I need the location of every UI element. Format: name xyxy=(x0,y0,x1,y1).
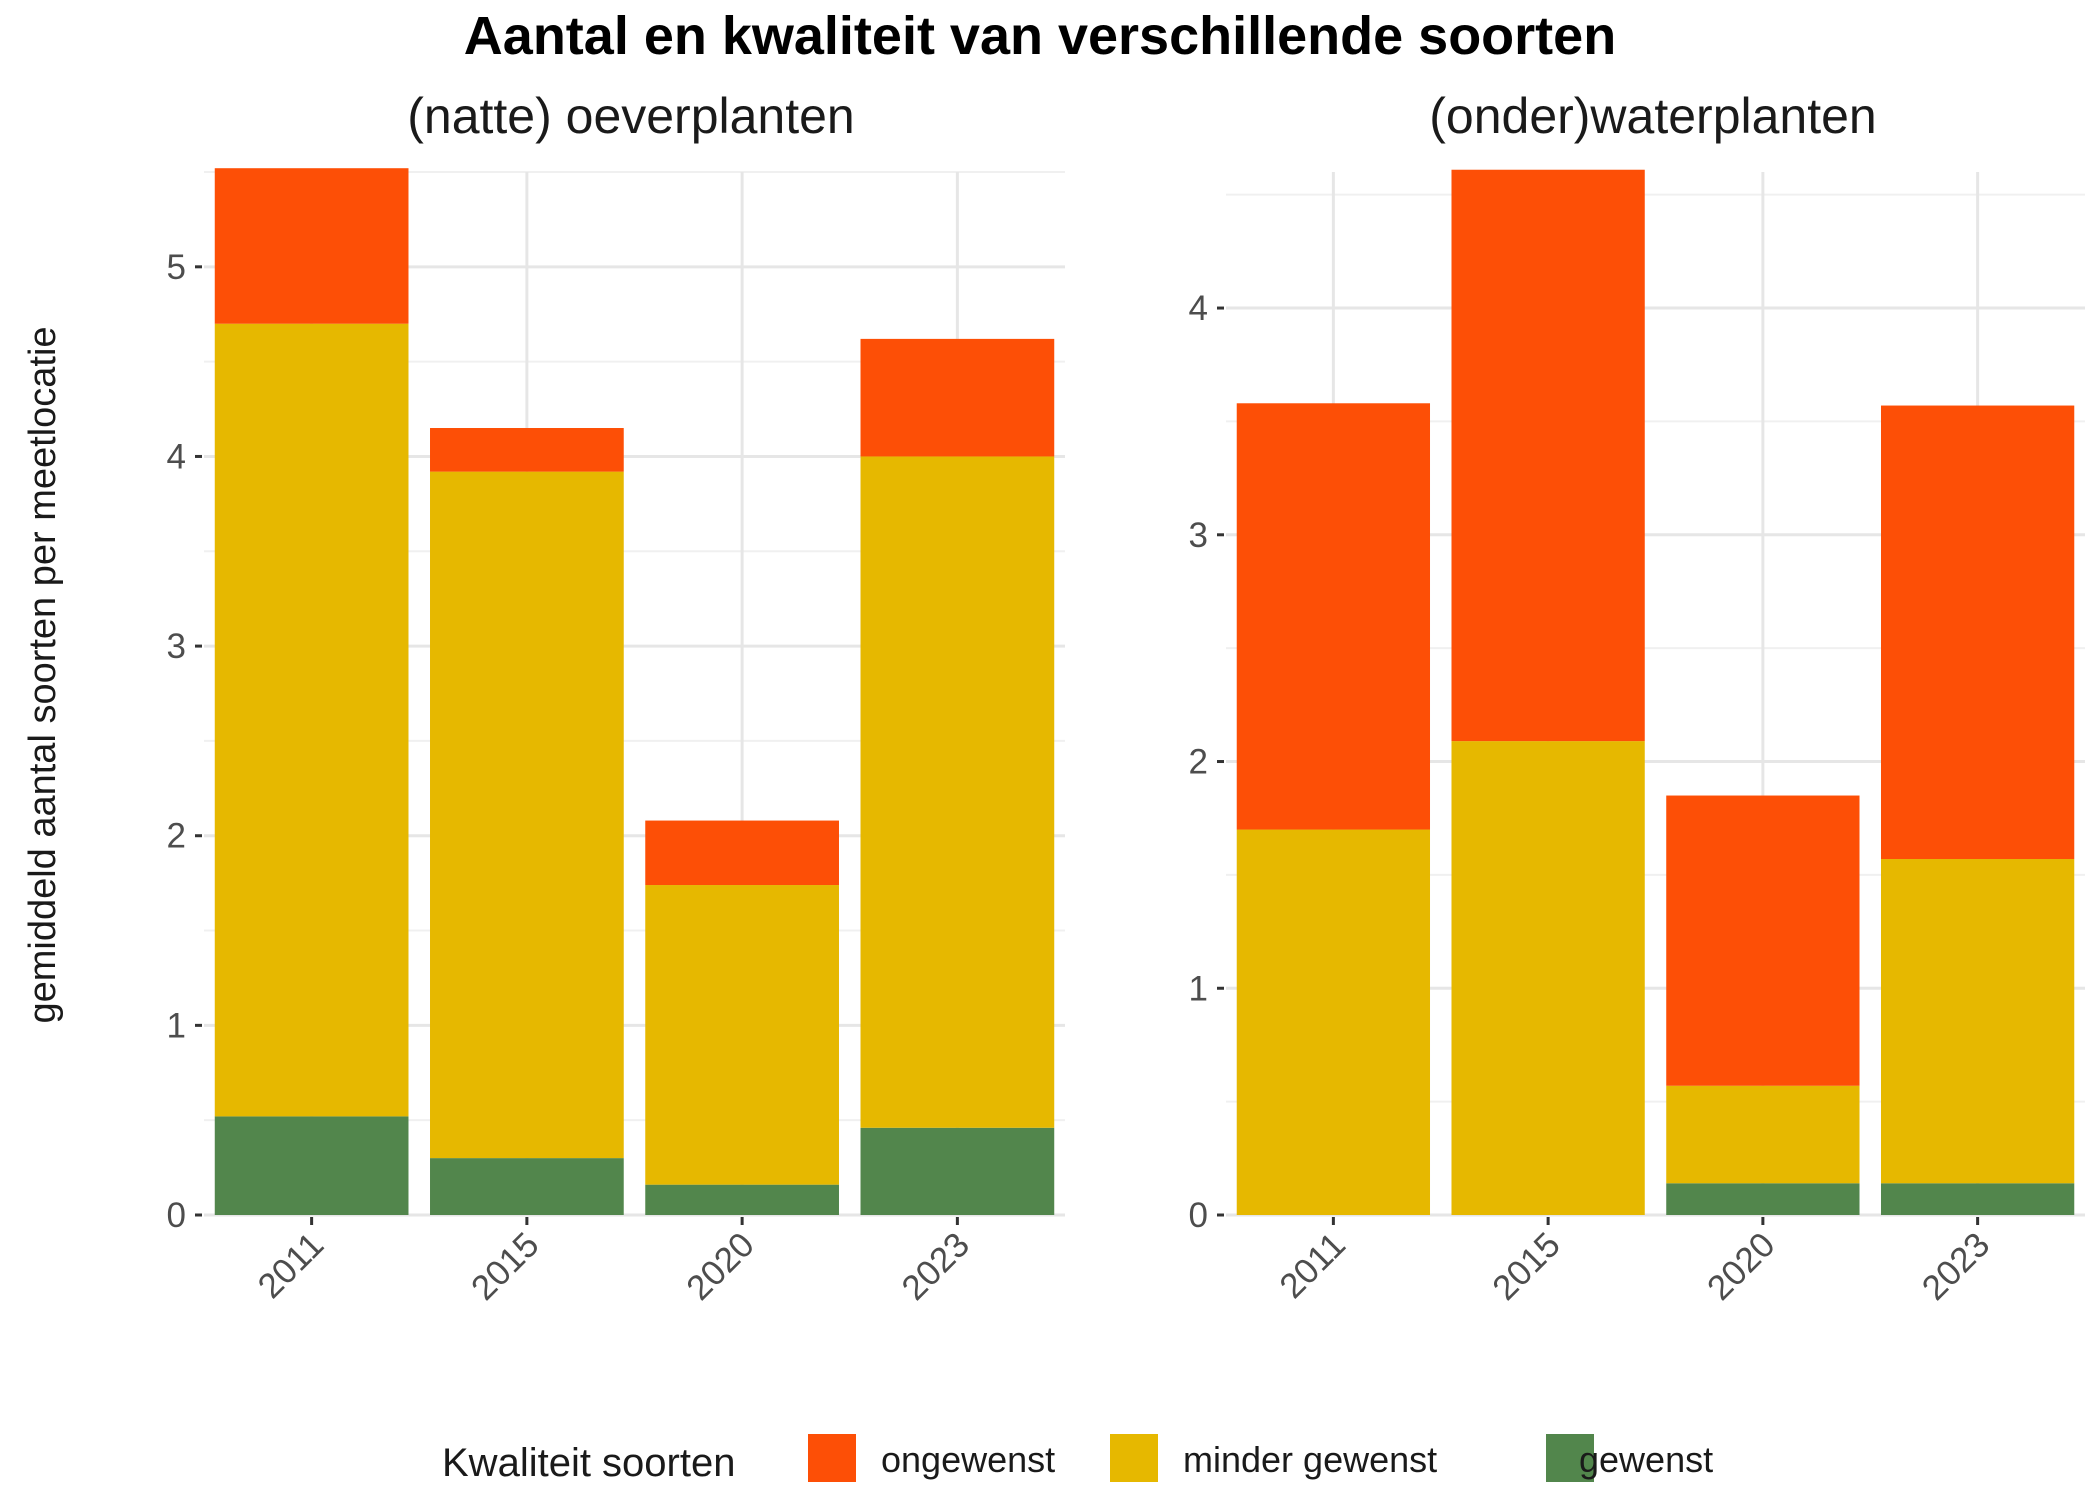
y-tick-label: 4 xyxy=(1189,289,1208,328)
legend-label: gewenst xyxy=(1579,1439,1713,1480)
bar-minder-gewenst-2023 xyxy=(860,456,1055,1128)
legend-key-gewenst xyxy=(1546,1434,1594,1482)
y-tick-label: 1 xyxy=(167,1006,186,1045)
y-axis-label: gemiddeld aantal soorten per meetlocatie xyxy=(22,326,64,1023)
bar-minder-gewenst-2023 xyxy=(1880,859,2075,1184)
legend-key-ongewenst xyxy=(808,1434,856,1482)
x-tick-label: 2011 xyxy=(250,1225,331,1306)
bar-ongewenst-2023 xyxy=(860,338,1055,457)
bar-ongewenst-2020 xyxy=(1666,795,1860,1086)
bar-gewenst-2011 xyxy=(214,1116,409,1215)
bar-gewenst-2015 xyxy=(430,1158,624,1215)
bar-minder-gewenst-2015 xyxy=(1451,741,1645,1215)
panel-left: (natte) oeverplanten 0 1 2 3 4 5 2011 2015 2020 2… xyxy=(167,88,1065,1308)
bar-minder-gewenst-2020 xyxy=(645,885,839,1185)
y-tick-label: 0 xyxy=(1189,1196,1208,1235)
x-tick-label: 2020 xyxy=(1700,1225,1783,1308)
bar-minder-gewenst-2011 xyxy=(1236,829,1431,1215)
bar-ongewenst-2015 xyxy=(1451,169,1645,742)
panel-right: (onder)waterplanten 0 1 2 3 4 2011 2015 2020 202… xyxy=(1189,88,2085,1308)
legend-title: Kwaliteit soorten xyxy=(442,1441,735,1485)
y-tick-label: 3 xyxy=(167,627,186,666)
y-tick-label: 1 xyxy=(1189,969,1208,1008)
bar-ongewenst-2020 xyxy=(645,820,839,886)
x-tick-label: 2023 xyxy=(894,1225,977,1308)
x-tick-label: 2020 xyxy=(679,1225,762,1308)
chart-title: Aantal en kwaliteit van verschillende so… xyxy=(464,6,1616,66)
y-tick-label: 0 xyxy=(167,1196,186,1235)
x-tick-label: 2023 xyxy=(1915,1225,1998,1308)
bar-ongewenst-2023 xyxy=(1880,405,2075,860)
x-tick-label: 2015 xyxy=(464,1225,547,1308)
bar-ongewenst-2015 xyxy=(430,428,624,472)
y-tick-label: 4 xyxy=(167,437,186,476)
y-tick-label: 2 xyxy=(1189,743,1208,782)
bar-gewenst-2023 xyxy=(1880,1183,2075,1215)
bar-ongewenst-2011 xyxy=(1236,403,1431,830)
x-tick-label: 2015 xyxy=(1485,1225,1568,1308)
bar-minder-gewenst-2020 xyxy=(1666,1085,1860,1184)
bar-ongewenst-2011 xyxy=(214,168,409,324)
panel-title-left: (natte) oeverplanten xyxy=(407,88,855,144)
bar-minder-gewenst-2011 xyxy=(214,323,409,1117)
y-tick-label: 5 xyxy=(167,248,186,287)
bar-minder-gewenst-2015 xyxy=(430,471,624,1159)
legend-label: ongewenst xyxy=(881,1439,1055,1480)
bar-gewenst-2023 xyxy=(860,1127,1055,1215)
legend-label: minder gewenst xyxy=(1183,1439,1437,1480)
bar-gewenst-2020 xyxy=(1666,1183,1860,1215)
y-tick-label: 2 xyxy=(167,817,186,856)
bar-gewenst-2020 xyxy=(645,1184,839,1215)
panel-title-right: (onder)waterplanten xyxy=(1429,88,1877,144)
legend-key-minder-gewenst xyxy=(1110,1434,1158,1482)
x-tick-label: 2011 xyxy=(1272,1225,1353,1306)
legend: Kwaliteit soorten ongewenst minder gewens… xyxy=(442,1434,1713,1485)
y-tick-label: 3 xyxy=(1189,516,1208,555)
